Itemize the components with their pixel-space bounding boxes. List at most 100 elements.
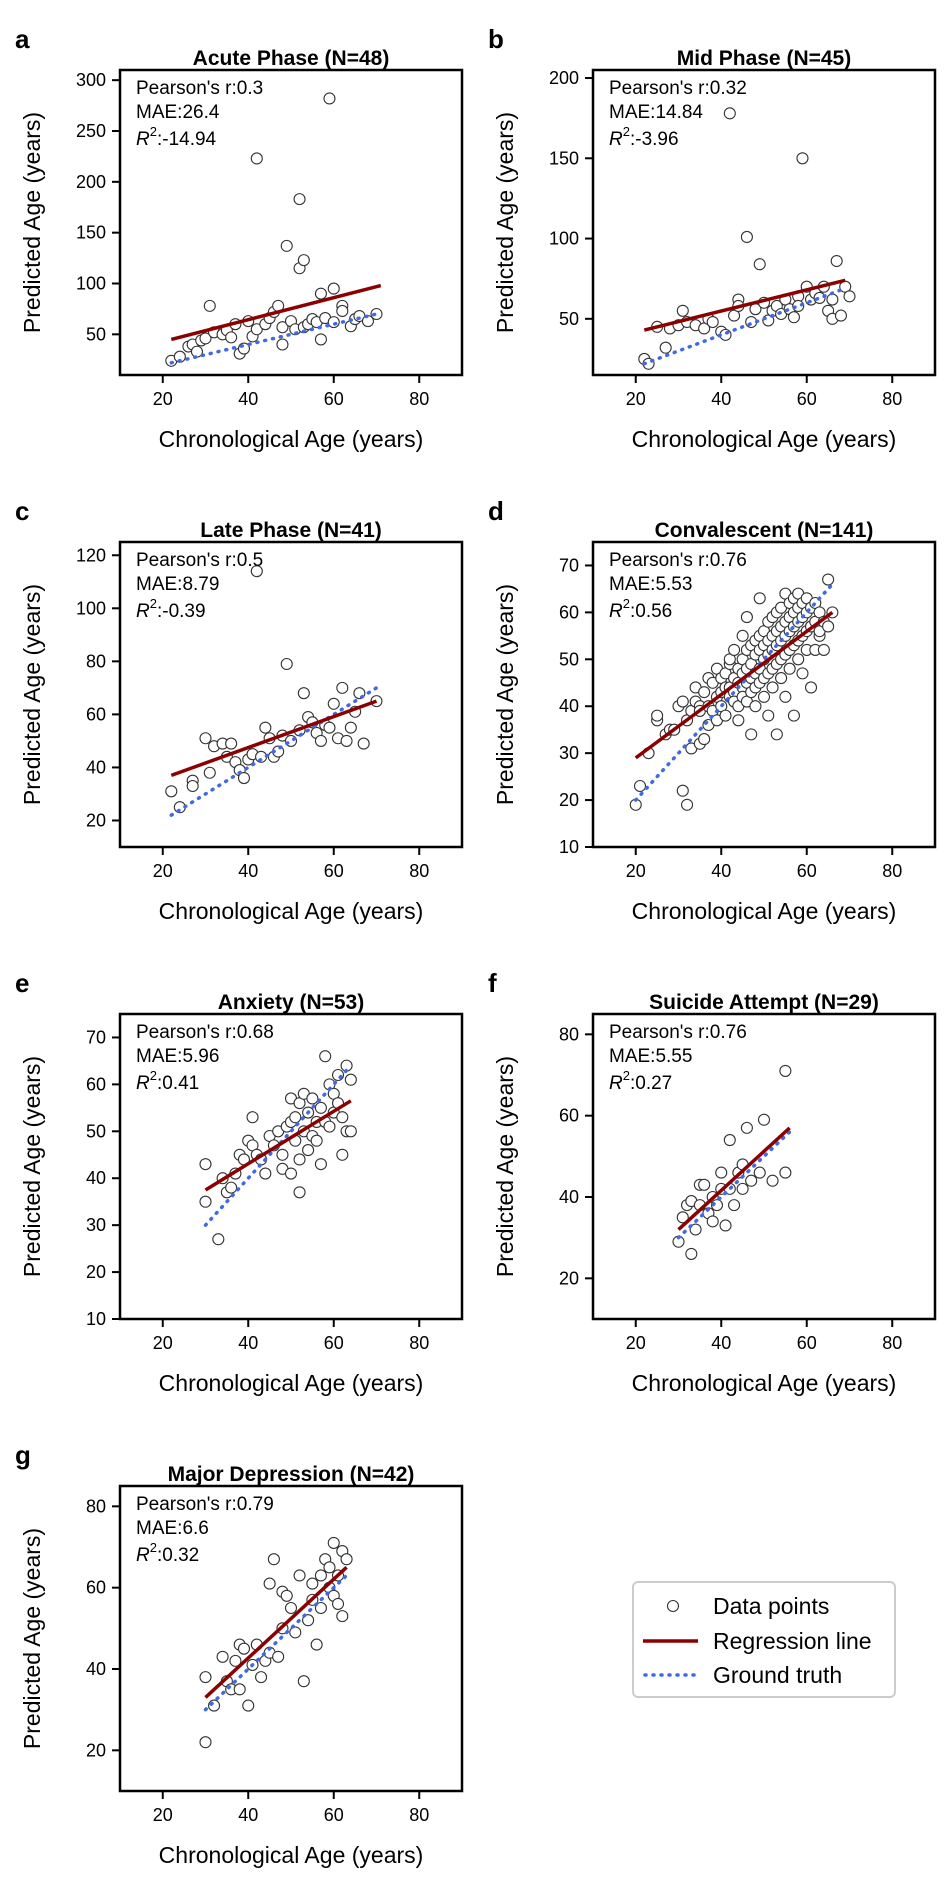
chart-g-panel: g Major Depression (N=42) 20 40 60 80 20 40 60 80…: [15, 1440, 464, 1868]
chart-g-data-point: [297, 1675, 310, 1688]
chart-c-data-point: [357, 737, 370, 750]
chart-a-data-point: [370, 307, 383, 321]
chart-a-data-points: [165, 92, 383, 367]
chart-d-y-axis-label: Predicted Age (years): [492, 584, 518, 805]
chart-f-title: Suicide Attempt (N=29): [649, 991, 879, 1014]
chart-g-regression-line: [204, 1566, 348, 1699]
chart-c-y-tick-label: 60: [86, 704, 106, 724]
chart-g-data-point: [267, 1553, 280, 1566]
chart-c-data-point: [225, 737, 238, 750]
chart-f-r-squared-exponent: 2: [623, 1068, 630, 1083]
chart-c-data-point: [250, 565, 263, 578]
chart-d-panel-letter: d: [488, 496, 504, 526]
chart-e-data-point: [293, 1153, 306, 1166]
chart-b-plot-frame: [591, 68, 937, 377]
chart-d-ground-truth-line: [634, 582, 835, 802]
chart-b-r-squared-exponent: 2: [623, 124, 630, 139]
chart-c-data-point: [297, 687, 310, 700]
chart-d-data-point: [732, 714, 745, 727]
chart-f-data-point: [715, 1166, 728, 1179]
chart-g-data-points: [199, 1536, 353, 1749]
chart-c-data-point: [186, 779, 199, 793]
chart-g-r-squared-symbol: R: [136, 1545, 150, 1566]
chart-f-y-tick-label: 80: [559, 1024, 579, 1044]
chart-g-ground-truth-line: [203, 1573, 349, 1712]
chart-d-data-point: [736, 629, 749, 642]
chart-d-data-point: [753, 592, 766, 605]
chart-b-title: Mid Phase (N=45): [677, 47, 851, 70]
chart-c-data-point: [327, 697, 340, 710]
chart-b-y-tick-label: 50: [559, 309, 579, 329]
chart-c-ground-truth-line: [169, 686, 379, 817]
chart-a-y-tick-label: 100: [76, 274, 106, 294]
legend: Data points Regression line Ground truth: [632, 1581, 896, 1698]
chart-b-data-point: [753, 258, 766, 271]
chart-d-panel: d Convalescent (N=141) 20 40 60 80 10 20 30 40 50 6…: [488, 496, 937, 924]
chart-b-x-tick-label: 80: [882, 389, 902, 409]
chart-f-panel-letter: f: [488, 968, 497, 998]
chart-f-x-tick-label: 80: [882, 1333, 902, 1353]
chart-d-y-tick-label: 70: [559, 555, 579, 575]
chart-b-x-tick-label: 60: [797, 389, 817, 409]
chart-d-data-point: [757, 690, 771, 703]
chart-d-data-point: [676, 695, 689, 708]
chart-c-r-squared-exponent: 2: [150, 596, 157, 611]
chart-e-data-point: [246, 1111, 259, 1124]
chart-d-y-tick-label: 20: [559, 790, 579, 810]
chart-e-r-squared-value: :0.41: [157, 1073, 199, 1094]
chart-a-panel: a Acute Phase (N=48) 20 40 60 80 50 100 150 200 25…: [15, 24, 464, 452]
chart-d-data-point: [770, 728, 783, 741]
chart-f-data-point: [779, 1064, 792, 1077]
chart-b-data-point: [676, 304, 689, 317]
chart-g-data-point: [237, 1642, 251, 1655]
chart-a-y-tick-label: 250: [76, 121, 106, 141]
chart-a-data-point: [293, 193, 306, 206]
chart-c-y-tick-label: 20: [86, 810, 106, 830]
chart-a-mae: MAE:26.4: [136, 102, 220, 123]
chart-f-x-tick-label: 40: [711, 1333, 731, 1353]
chart-a-y-tick-label: 300: [76, 70, 106, 90]
chart-e-data-point: [331, 1068, 345, 1082]
chart-e-data-point: [314, 1101, 327, 1114]
chart-g-data-point: [199, 1736, 212, 1749]
chart-d-regression-line: [634, 610, 834, 760]
chart-e-y-tick-label: 10: [86, 1309, 106, 1329]
chart-f-y-tick-label: 20: [559, 1268, 579, 1288]
chart-f-data-point: [719, 1219, 732, 1232]
chart-a-r-squared-exponent: 2: [150, 124, 157, 139]
chart-d-data-point: [740, 611, 753, 624]
chart-a-r-squared-value: :-14.94: [157, 129, 217, 150]
chart-d-pearson-r: Pearson's r:0.76: [609, 550, 747, 571]
chart-e-data-point: [302, 1144, 315, 1157]
chart-g-data-point: [233, 1683, 246, 1696]
chart-f-data-points: [672, 1064, 792, 1260]
chart-a-data-point: [314, 333, 327, 346]
chart-c-data-point: [314, 734, 327, 747]
chart-g-y-tick-label: 80: [86, 1496, 106, 1516]
chart-f-r-squared-value: :0.27: [630, 1073, 672, 1094]
legend-box: [632, 1581, 896, 1698]
chart-e-x-tick-label: 80: [409, 1333, 429, 1353]
chart-a-y-tick-label: 50: [86, 324, 106, 344]
legend-marker-icon: [666, 1599, 680, 1613]
chart-a-pearson-r: Pearson's r:0.3: [136, 78, 263, 99]
chart-g-data-point: [323, 1561, 336, 1574]
chart-g-x-axis-label: Chronological Age (years): [159, 1842, 424, 1868]
chart-d-data-point: [804, 681, 818, 694]
chart-e-regression-line: [204, 1099, 352, 1192]
chart-d-data-point: [783, 662, 796, 675]
chart-d-y-tick-label: 50: [559, 649, 579, 669]
chart-g-y-axis-label: Predicted Age (years): [19, 1528, 45, 1749]
chart-a-data-point: [203, 299, 216, 312]
chart-a-panel-letter: a: [15, 24, 30, 54]
chart-a-data-point: [199, 332, 212, 345]
legend-label: Ground truth: [713, 1662, 842, 1688]
chart-a-data-point: [276, 321, 289, 334]
chart-b-regression-line: [643, 278, 846, 332]
chart-g-data-point: [255, 1671, 268, 1684]
chart-b-data-point: [723, 107, 736, 120]
chart-e-data-point: [314, 1158, 327, 1171]
chart-g-data-point: [314, 1569, 327, 1582]
chart-b-mae: MAE:14.84: [609, 102, 703, 123]
chart-b-r-squared-symbol: R: [609, 129, 623, 150]
